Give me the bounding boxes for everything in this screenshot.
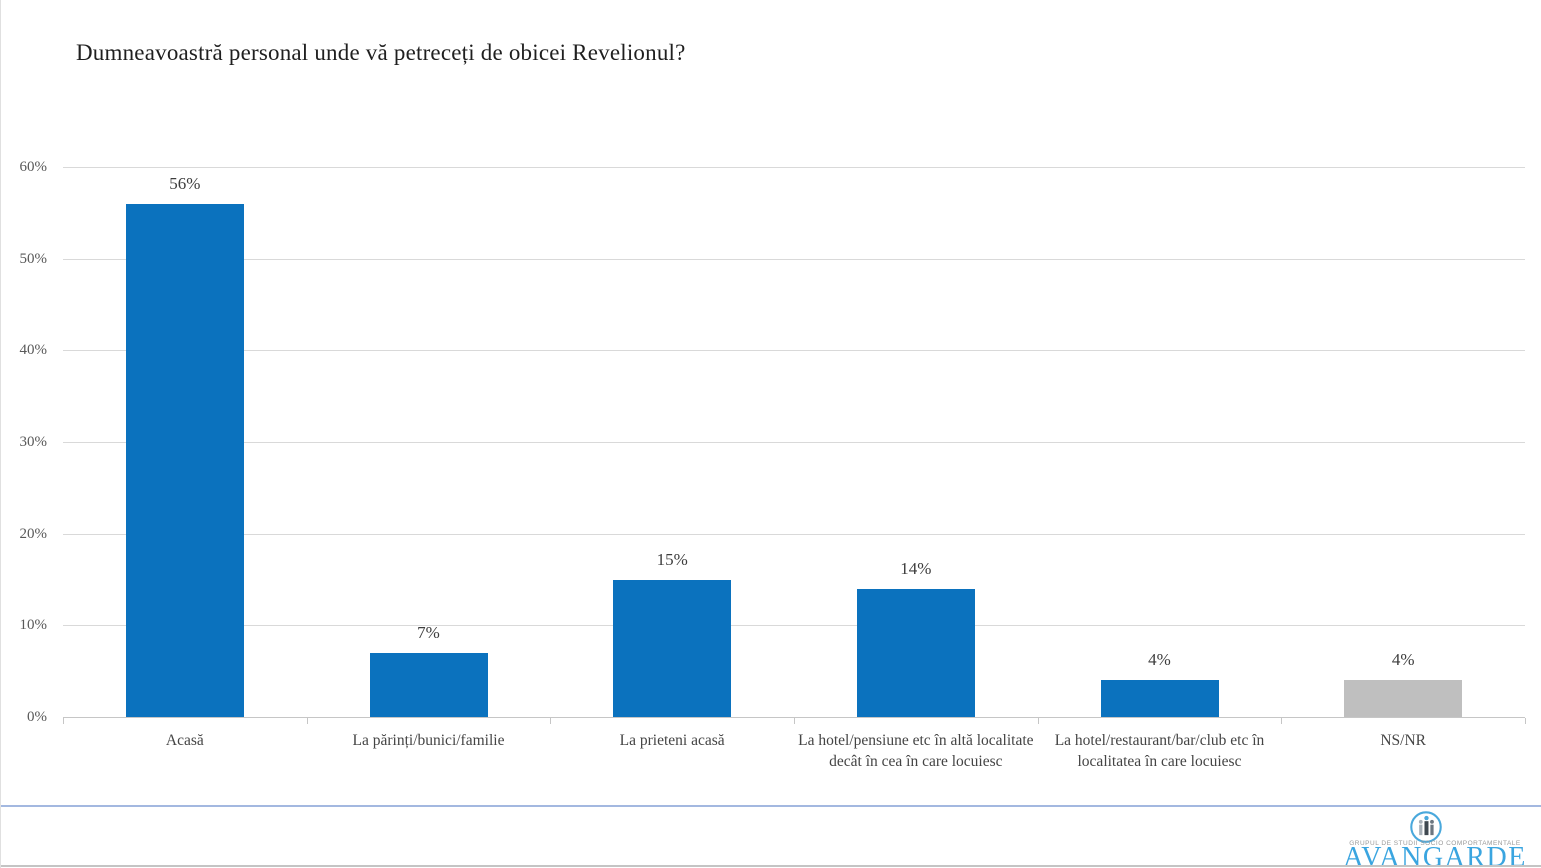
bar-value-label: 14%: [900, 558, 932, 578]
bar-value-label: 4%: [1148, 650, 1171, 670]
x-axis-tick: [1525, 718, 1526, 724]
y-tick-label: 20%: [19, 525, 48, 542]
chart-title: Dumneavoastră personal unde vă petreceți…: [76, 40, 686, 65]
bar-value-label: 4%: [1391, 650, 1415, 670]
avangarde-logo-icon: [1407, 809, 1445, 852]
y-tick-label: 60%: [19, 159, 48, 175]
category-label: La prieteni acasă: [619, 732, 725, 749]
bar-value-label: 7%: [417, 622, 440, 642]
bar: [369, 652, 488, 717]
bar: [1100, 680, 1219, 717]
bar: [613, 579, 732, 717]
bar: [1344, 680, 1463, 717]
x-axis-tick: [550, 718, 552, 724]
footer-divider-line: [1, 805, 1541, 807]
x-axis-tick: [794, 718, 795, 724]
avangarde-logo: GRUPUL DE STUDII SOCIO COMPORTAMENTALE A…: [1335, 808, 1535, 868]
gridline: [63, 167, 1525, 168]
category-label: La hotel/pensiune etc în altă localitate…: [798, 732, 1034, 770]
gridline: [63, 533, 1525, 535]
gridline: [63, 625, 1525, 627]
category-label: NS/NR: [1380, 732, 1426, 749]
gridline: [63, 258, 1525, 260]
x-axis-tick: [1037, 718, 1039, 724]
y-tick-label: 30%: [19, 434, 48, 450]
y-tick-label: 10%: [19, 617, 48, 634]
y-tick-label: 0%: [27, 709, 47, 725]
bar-value-label: 15%: [656, 549, 688, 569]
y-tick-label: 50%: [19, 250, 48, 267]
x-axis-tick: [63, 718, 64, 724]
y-tick-label: 40%: [19, 342, 48, 359]
gridline: [63, 442, 1525, 443]
category-label: La hotel/restaurant/bar/club etc în loca…: [1054, 732, 1265, 770]
x-axis-tick: [306, 718, 308, 724]
logo-caption: GRUPUL DE STUDII SOCIO COMPORTAMENTALE: [1349, 840, 1521, 847]
category-label: La părinți/bunici/familie: [352, 732, 505, 749]
bar-value-label: 56%: [169, 173, 201, 193]
bar: [125, 203, 244, 717]
gridline: [63, 350, 1525, 352]
bottom-border-line: [1, 865, 1541, 867]
bar: [856, 588, 975, 717]
x-axis-tick: [1281, 718, 1283, 724]
logo-name: AVANGARDE: [1343, 842, 1527, 868]
gridline: [63, 717, 1525, 718]
category-label: Acasă: [165, 732, 204, 749]
